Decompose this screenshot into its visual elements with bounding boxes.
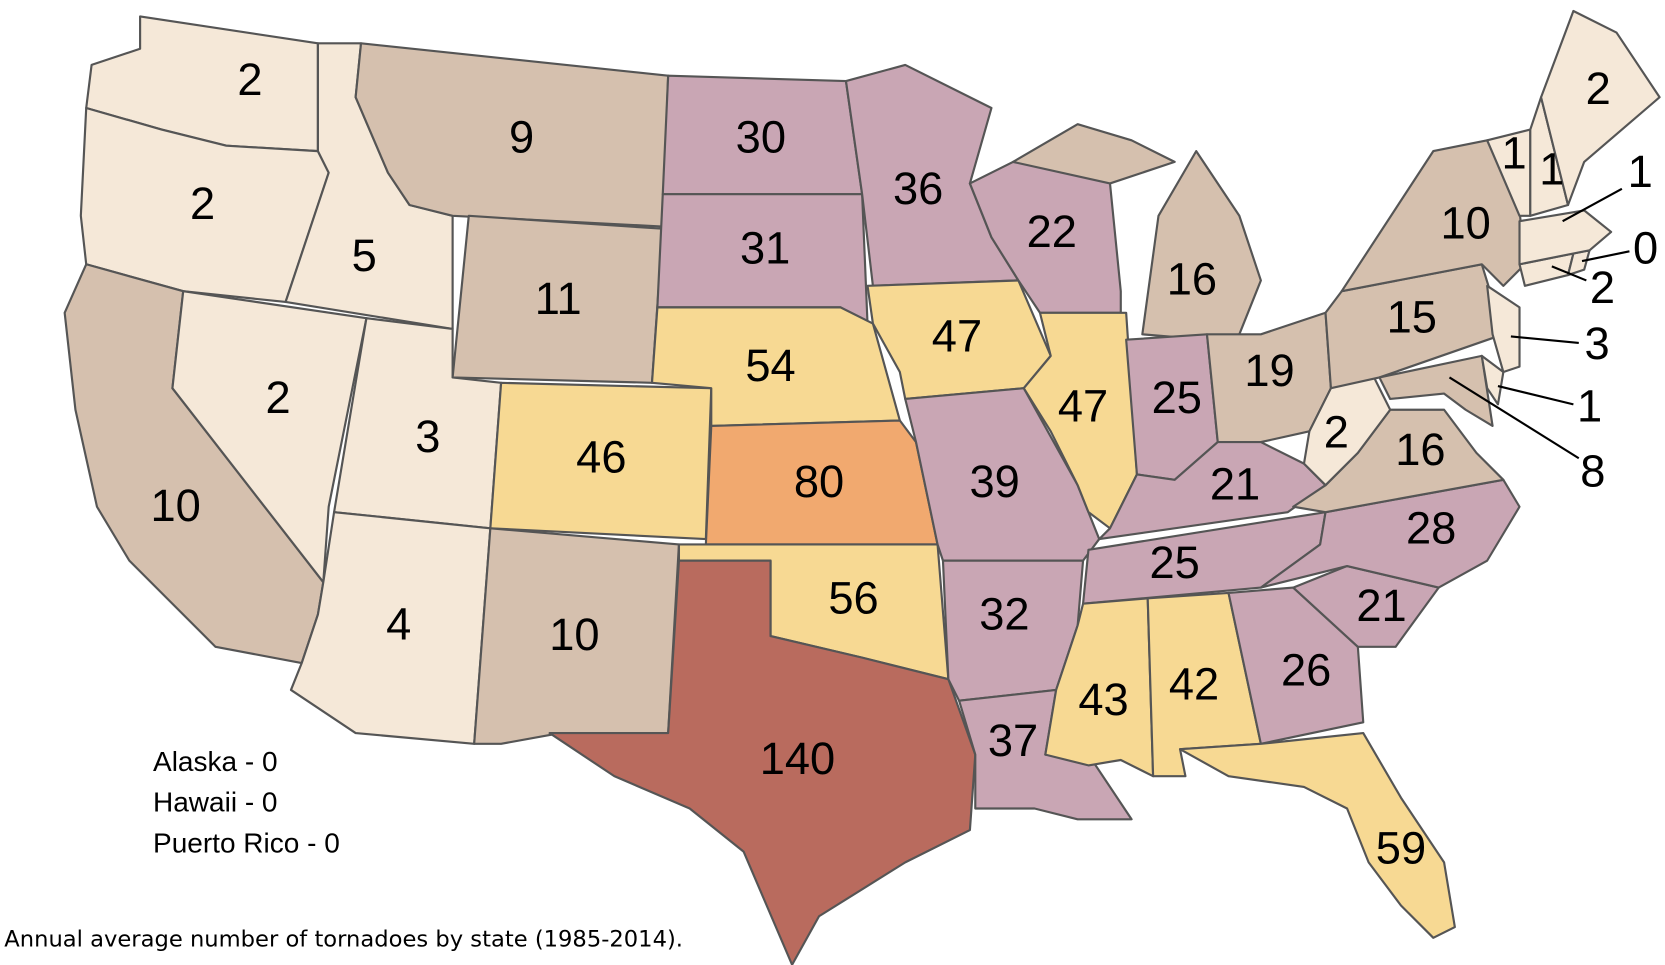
state-value: 56 <box>828 573 878 624</box>
state-value: 32 <box>979 589 1029 640</box>
state-value: 1 <box>1502 127 1527 178</box>
leader-line <box>1510 335 1579 345</box>
state-value: 10 <box>1440 198 1490 249</box>
note: Alaska - 0 <box>153 746 278 777</box>
state <box>1259 478 1521 589</box>
state-value: 28 <box>1406 502 1456 553</box>
leader-line <box>1562 187 1623 223</box>
state-value: 47 <box>1058 381 1108 432</box>
state-value: 1 <box>1577 381 1602 432</box>
state-value: 54 <box>745 340 795 391</box>
state-value: 10 <box>549 609 599 660</box>
state <box>1011 123 1176 185</box>
state-value: 9 <box>509 111 534 162</box>
state <box>1480 354 1505 406</box>
state-value: 80 <box>794 456 844 507</box>
state <box>1292 564 1440 648</box>
leader-line <box>1497 385 1574 406</box>
state-value: 21 <box>1356 580 1406 631</box>
state-value: 25 <box>1149 537 1199 588</box>
leader-line <box>1581 250 1630 263</box>
state-value: 39 <box>970 456 1020 507</box>
leader-line <box>1448 376 1580 460</box>
state-value: 8 <box>1580 445 1605 496</box>
state-value: 21 <box>1210 458 1260 509</box>
state-value: 46 <box>576 431 626 482</box>
state <box>548 559 977 965</box>
state-value: 16 <box>1395 424 1445 475</box>
state <box>171 290 368 584</box>
state-value: 16 <box>1167 254 1217 305</box>
states <box>63 9 1661 965</box>
state-value: 15 <box>1387 291 1437 342</box>
caption: Annual average number of tornadoes by st… <box>4 926 683 952</box>
state-value: 3 <box>1585 318 1610 369</box>
state <box>1486 284 1521 374</box>
state-value: 2 <box>190 178 215 229</box>
state-value: 1 <box>1539 144 1564 195</box>
state-value: 140 <box>760 733 836 784</box>
state-value: 2 <box>1586 63 1611 114</box>
state-value: 2 <box>1324 407 1349 458</box>
state-value: 2 <box>1590 262 1615 313</box>
state-value: 22 <box>1027 206 1077 257</box>
state-value: 5 <box>352 230 377 281</box>
state-value: 42 <box>1169 659 1219 710</box>
state-value: 43 <box>1078 674 1128 725</box>
state-value: 47 <box>932 311 982 362</box>
state-labels: 2210523491146103031548056140364739323722… <box>150 54 1658 873</box>
state <box>1178 731 1456 939</box>
state <box>1227 586 1365 745</box>
state-value: 31 <box>740 222 790 273</box>
state-value: 11 <box>535 273 582 324</box>
state-value: 36 <box>893 163 943 214</box>
state-value: 59 <box>1376 823 1426 874</box>
state <box>1518 209 1613 266</box>
state <box>1539 9 1661 207</box>
state-value: 10 <box>150 480 200 531</box>
state-value: 0 <box>1633 222 1658 273</box>
state-value: 4 <box>386 598 411 649</box>
state-value: 3 <box>415 411 440 462</box>
state-value: 26 <box>1281 645 1331 696</box>
state <box>1141 150 1262 341</box>
state-value: 30 <box>736 111 786 162</box>
state-value: 19 <box>1244 345 1294 396</box>
state-value: 37 <box>988 715 1038 766</box>
state-value: 2 <box>265 372 290 423</box>
state-value: 25 <box>1152 372 1202 423</box>
state-value: 1 <box>1628 146 1653 197</box>
note: Hawaii - 0 <box>153 787 277 818</box>
state-value: 2 <box>237 54 262 105</box>
note: Puerto Rico - 0 <box>153 828 340 859</box>
leader-line <box>1551 265 1587 282</box>
